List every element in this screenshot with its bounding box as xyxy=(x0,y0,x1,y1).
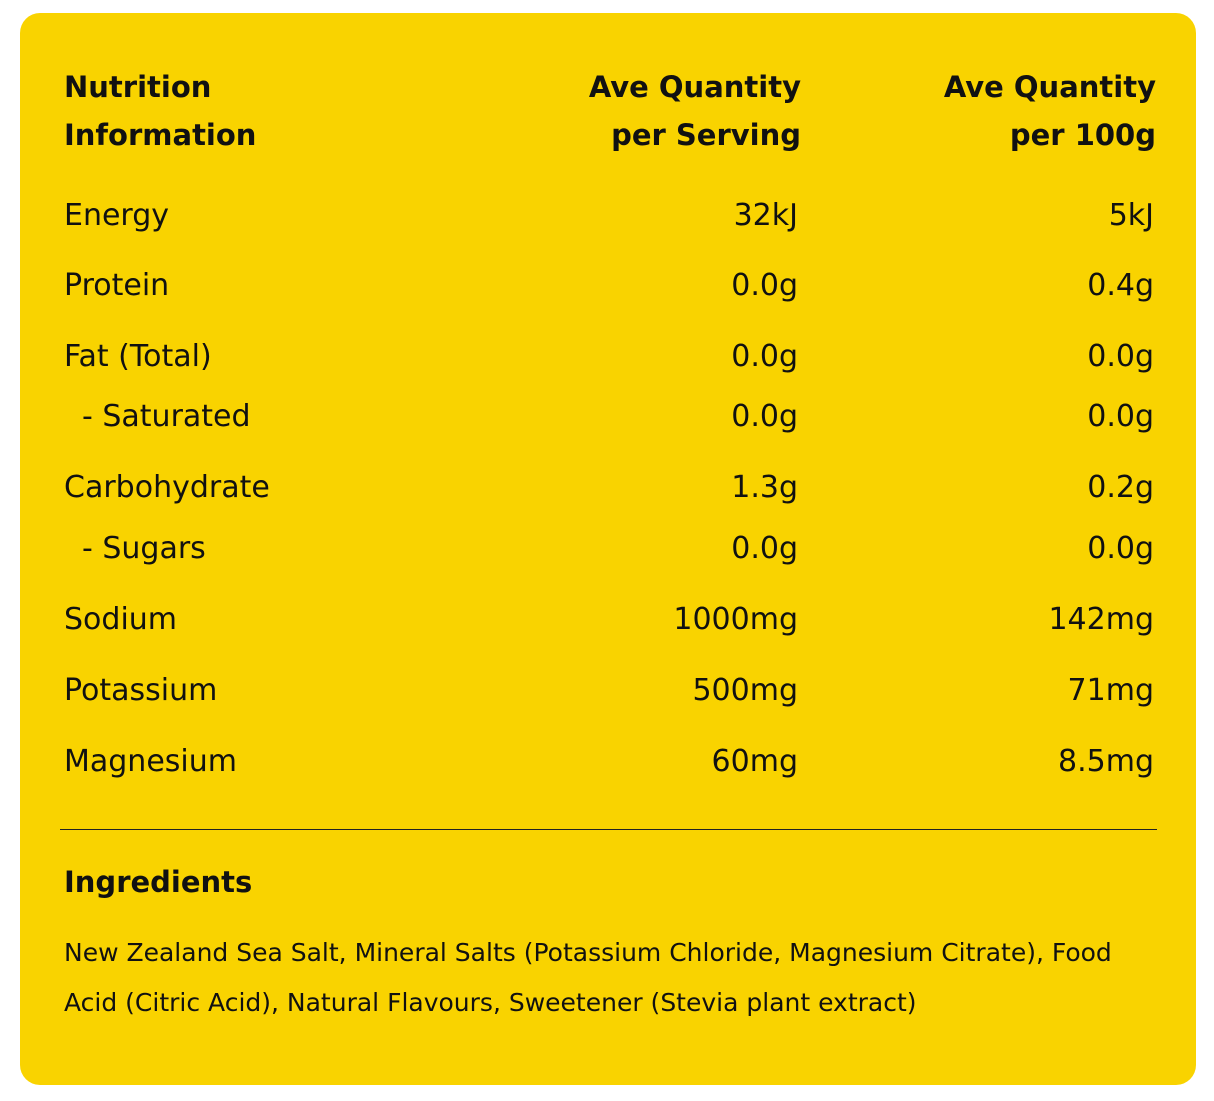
table-cell: - Sugars xyxy=(82,531,206,566)
table-row: Potassium 500mg 71mg xyxy=(64,673,1154,733)
ingredients-title: Ingredients xyxy=(64,865,253,899)
table-row: Protein 0.0g 0.4g xyxy=(64,268,1154,328)
table-row: - Sugars 0.0g 0.0g xyxy=(64,531,1154,591)
ingredients-text: New Zealand Sea Salt, Mineral Salts (Pot… xyxy=(64,938,1112,1017)
table-cell: 0.2g xyxy=(1087,470,1154,505)
table-cell: Fat (Total) xyxy=(64,339,212,374)
header-cell: Ave Quantity per 100g xyxy=(943,70,1156,152)
table-cell: 0.4g xyxy=(1087,268,1154,303)
table-cell: 8.5mg xyxy=(1058,744,1154,779)
table-cell: - Saturated xyxy=(82,399,251,434)
table-cell: 500mg xyxy=(692,673,798,708)
table-cell: 0.0g xyxy=(731,339,798,374)
table-row: Sodium 1000mg 142mg xyxy=(64,602,1154,662)
table-cell: 5kJ xyxy=(1108,198,1154,233)
table-cell: 0.0g xyxy=(1087,339,1154,374)
table-cell: Energy xyxy=(64,198,170,233)
table-cell: Carbohydrate xyxy=(64,470,270,505)
table-cell: Magnesium xyxy=(64,744,237,779)
table-cell: 0.0g xyxy=(1087,399,1154,434)
table-cell: 0.0g xyxy=(731,399,798,434)
table-cell: Sodium xyxy=(64,602,178,637)
table-cell: 0.0g xyxy=(731,268,798,303)
header-cell: Nutrition Information xyxy=(64,70,257,152)
header-cell: Ave Quantity per Serving xyxy=(588,70,801,152)
table-cell: Protein xyxy=(64,268,170,303)
table-cell: 1000mg xyxy=(673,602,798,637)
table-cell: 32kJ xyxy=(733,198,798,233)
nutrition-card: Nutrition Information Ave Quantity per S… xyxy=(20,13,1196,1085)
table-row: - Saturated 0.0g 0.0g xyxy=(64,399,1154,459)
divider xyxy=(60,829,1157,830)
table-row: Fat (Total) 0.0g 0.0g xyxy=(64,339,1154,399)
table-cell: 1.3g xyxy=(731,470,798,505)
table-cell: 60mg xyxy=(711,744,798,779)
table-row: Carbohydrate 1.3g 0.2g xyxy=(64,470,1154,530)
table-cell: 142mg xyxy=(1048,602,1154,637)
table-cell: 0.0g xyxy=(1087,531,1154,566)
table-row: Magnesium 60mg 8.5mg xyxy=(64,744,1154,804)
table-cell: Potassium xyxy=(64,673,218,708)
table-cell: 0.0g xyxy=(731,531,798,566)
table-cell: 71mg xyxy=(1067,673,1154,708)
table-row: Energy 32kJ 5kJ xyxy=(64,198,1154,258)
